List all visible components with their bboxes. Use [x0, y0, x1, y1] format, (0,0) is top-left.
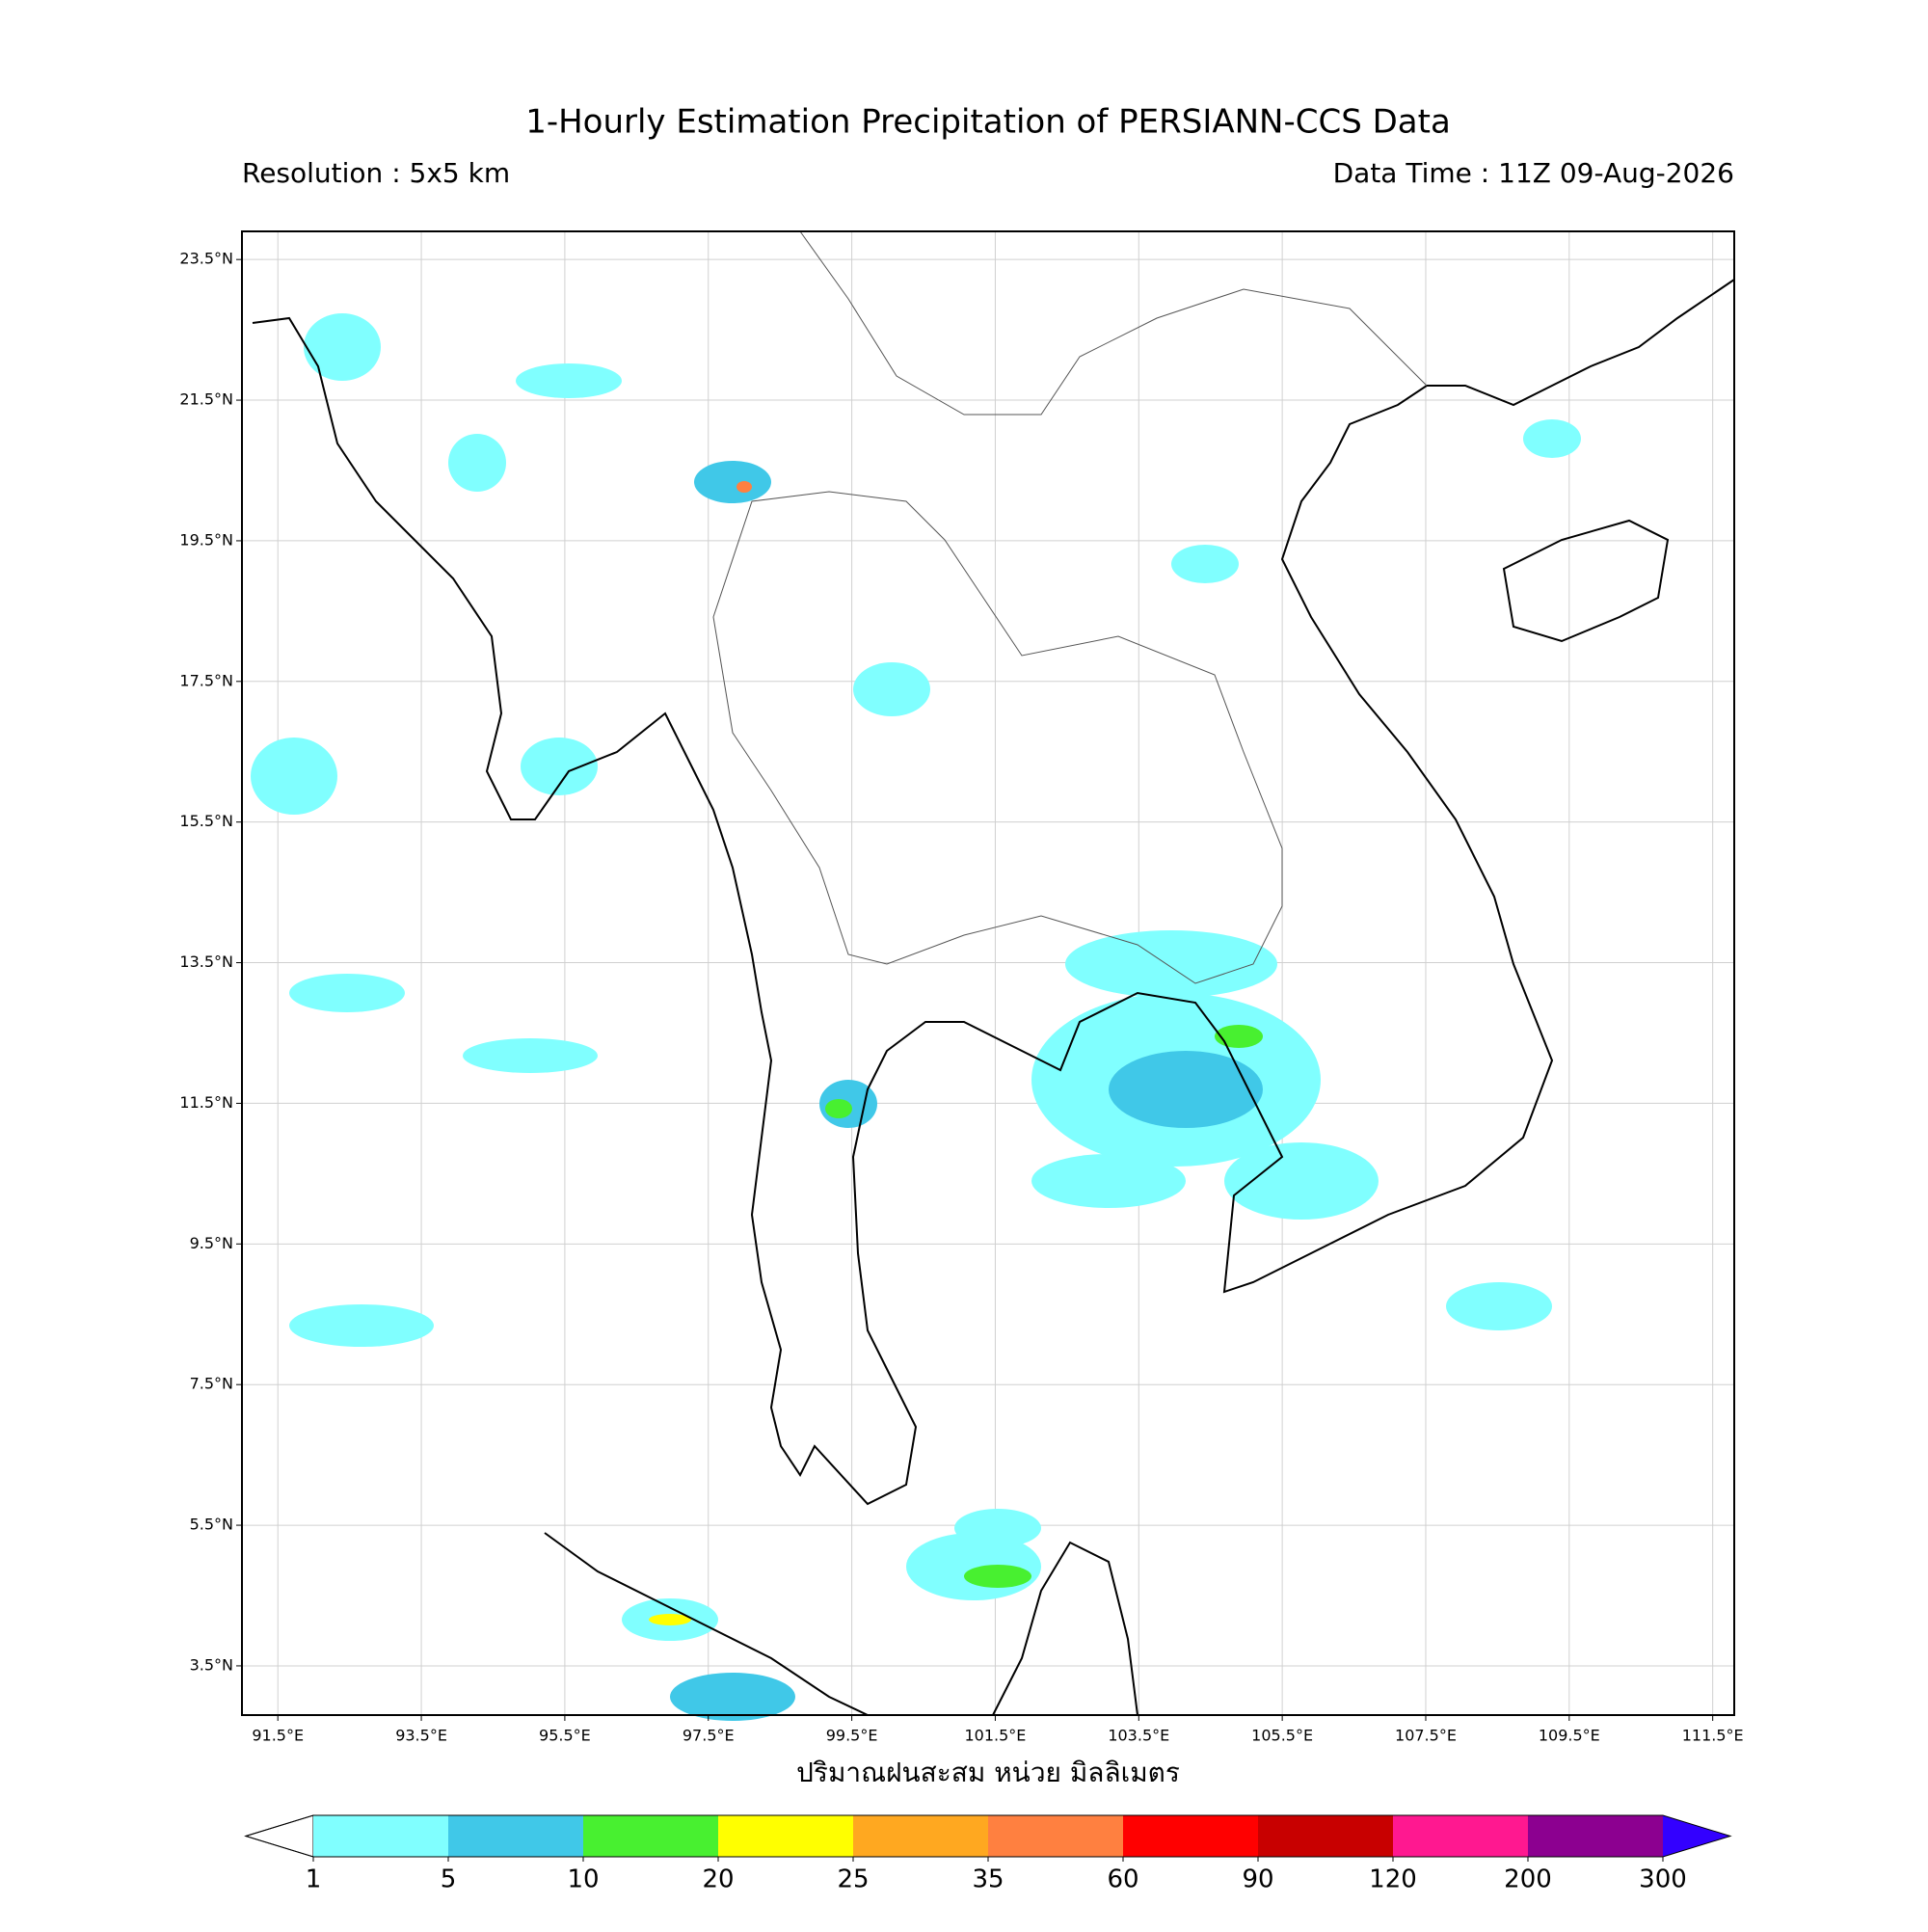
lat-tick-label: 9.5°N: [190, 1234, 233, 1252]
colorbar-box: [1123, 1815, 1258, 1857]
lat-tick-label: 21.5°N: [179, 390, 233, 409]
map: 91.5°E 93.5°E 95.5°E 97.5°E 99.5°E 101.5°E 103…: [179, 230, 1744, 1745]
lon-tick-label: 91.5°E: [252, 1727, 304, 1745]
rain-area: [954, 1509, 1041, 1547]
colorbar-box: [1258, 1815, 1393, 1857]
rain-area: [448, 434, 506, 492]
colorbar-label: 1: [306, 1865, 322, 1894]
lon-tick-label: 101.5°E: [964, 1727, 1026, 1745]
lat-tick-label: 17.5°N: [179, 671, 233, 689]
colorbar-label: 200: [1504, 1865, 1552, 1894]
data-time: Data Time : 11Z 09-Aug-2026: [1333, 157, 1734, 189]
colorbar-box: [583, 1815, 718, 1857]
colorbar-box: [988, 1815, 1123, 1857]
colorbar-over: [1663, 1815, 1730, 1857]
rain-area: [1446, 1282, 1552, 1330]
country-border: [799, 230, 1428, 416]
lon-tick-label: 107.5°E: [1395, 1727, 1457, 1745]
rain-area: [1171, 545, 1239, 583]
rain-area: [694, 461, 771, 503]
resolution: Resolution : 5x5 km: [242, 157, 510, 189]
colorbar-label: 60: [1107, 1865, 1138, 1894]
colorbar-label: 90: [1242, 1865, 1273, 1894]
province-border: [712, 491, 1283, 984]
colorbar-label: 35: [972, 1865, 1004, 1894]
rain-area: [1215, 1025, 1263, 1048]
rain-area: [289, 1304, 434, 1347]
lat-tick-label: 11.5°N: [179, 1093, 233, 1112]
lat-tick-label: 19.5°N: [179, 530, 233, 549]
colorbar-label: 120: [1369, 1865, 1417, 1894]
rain-area: [1224, 1142, 1379, 1220]
colorbar-box: [1393, 1815, 1528, 1857]
coastline: [252, 279, 1735, 1506]
lon-tick-label: 99.5°E: [826, 1727, 878, 1745]
colorbar-box: [718, 1815, 853, 1857]
precipitation: [251, 313, 1581, 1721]
rain-area: [1065, 930, 1277, 998]
lon-tick-label: 109.5°E: [1539, 1727, 1600, 1745]
rain-area: [853, 662, 930, 716]
colorbar-label: 20: [702, 1865, 734, 1894]
colorbar-under: [244, 1814, 314, 1858]
lat-tick-label: 13.5°N: [179, 953, 233, 971]
rain-area: [463, 1038, 598, 1073]
colorbar-box: [448, 1815, 583, 1857]
colorbar-label: 25: [837, 1865, 869, 1894]
rain-area: [304, 313, 381, 381]
lon-tick-label: 105.5°E: [1251, 1727, 1313, 1745]
colorbar-label: 300: [1639, 1865, 1687, 1894]
lon-tick-label: 103.5°E: [1108, 1727, 1169, 1745]
colorbar-box: [1528, 1815, 1663, 1857]
island-hainan: [1502, 519, 1670, 643]
borders: [712, 230, 1428, 984]
lat-tick-label: 23.5°N: [179, 250, 233, 268]
colorbar-box: [853, 1815, 988, 1857]
rain-area: [1109, 1051, 1263, 1128]
rain-area: [825, 1099, 852, 1118]
rain-area: [289, 974, 405, 1012]
lon-tick-label: 111.5°E: [1682, 1727, 1744, 1745]
lon-tick-label: 95.5°E: [539, 1727, 591, 1745]
coastlines: [252, 279, 1735, 1716]
title: 1-Hourly Estimation Precipitation of PER…: [525, 103, 1451, 142]
lat-tick-label: 15.5°N: [179, 812, 233, 830]
colorbar: 1 5 10 20 25 35 60 90 120 200 300: [244, 1814, 1732, 1894]
lat-tick-label: 7.5°N: [190, 1375, 233, 1393]
rain-area: [516, 363, 622, 398]
lon-tick-label: 97.5°E: [683, 1727, 735, 1745]
rain-area: [521, 738, 598, 795]
rain-area: [251, 738, 337, 815]
rain-area: [670, 1673, 795, 1721]
rain-area: [964, 1565, 1031, 1588]
colorbar-box: [313, 1815, 448, 1857]
colorbar-label: 5: [441, 1865, 457, 1894]
lat-tick-label: 3.5°N: [190, 1655, 233, 1674]
coastline-sumatra: [544, 1532, 869, 1716]
map-frame: [241, 230, 1735, 1716]
rain-area: [649, 1614, 691, 1625]
rain-area: [1523, 419, 1581, 458]
lon-tick-label: 93.5°E: [395, 1727, 447, 1745]
axes: 91.5°E 93.5°E 95.5°E 97.5°E 99.5°E 101.5°E 103…: [179, 250, 1743, 1745]
rain-area: [736, 481, 752, 493]
graticule: [242, 231, 1734, 1715]
rain-area: [1031, 1154, 1186, 1208]
colorbar-label: 10: [567, 1865, 599, 1894]
lat-tick-label: 5.5°N: [190, 1516, 233, 1534]
x-axis-label: ปริมาณฝนสะสม หน่วย มิลลิเมตร: [796, 1757, 1180, 1788]
coastline-malaya: [992, 1541, 1138, 1716]
